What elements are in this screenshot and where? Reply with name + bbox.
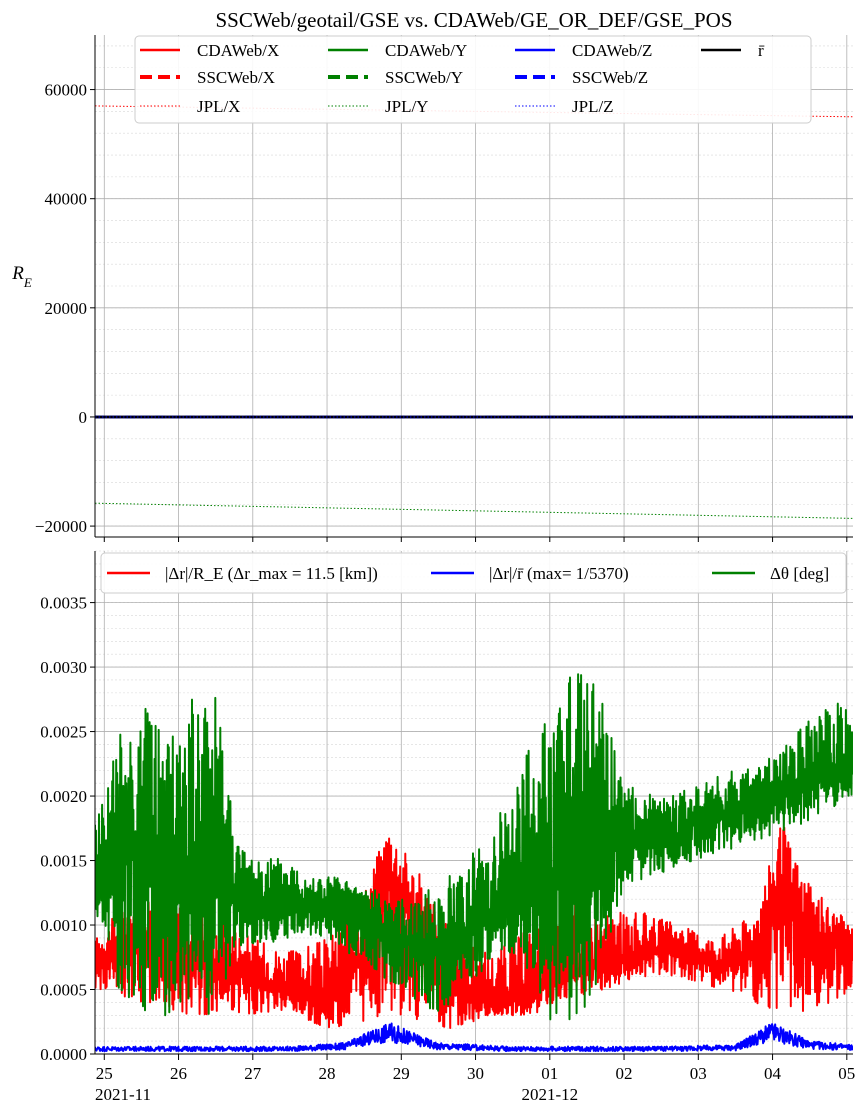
x-tick-label: 30 <box>467 1064 484 1083</box>
position-panel: −20000 0 20000 40000 60000 SSCWeb/geotail/GS… <box>11 8 853 542</box>
legend: |Δr|/R_E (Δr_max = 11.5 [km]) |Δr|/r̄ (ma… <box>100 552 847 594</box>
legend-label: CDAWeb/Y <box>385 41 467 60</box>
series-line <box>95 673 853 1021</box>
y-tick-label: 0.0000 <box>40 1045 87 1064</box>
x-tick-label: 04 <box>764 1064 782 1083</box>
y-axis-ticks: −20000 0 20000 40000 60000 <box>35 81 848 542</box>
chart-title: SSCWeb/geotail/GSE vs. CDAWeb/GE_OR_DEF/… <box>215 8 732 32</box>
y-tick-label: 40000 <box>45 190 88 209</box>
y-tick-label: 0.0010 <box>40 916 87 935</box>
x-tick-label: 25 <box>96 1064 113 1083</box>
legend-label: JPL/Z <box>572 97 614 116</box>
y-tick-label: 0.0020 <box>40 787 87 806</box>
series-lines <box>95 673 853 1053</box>
y-axis-label: RE <box>11 263 32 290</box>
y-tick-label: 0.0015 <box>40 852 87 871</box>
legend-label: SSCWeb/Y <box>385 68 463 87</box>
y-tick-label: 0 <box>79 408 88 427</box>
legend-label: CDAWeb/X <box>197 41 279 60</box>
x-month-label: 2021-11 <box>95 1085 151 1104</box>
legend-label: Δθ [deg] <box>770 564 829 583</box>
y-axis-ticks: 0.0000 0.0005 0.0010 0.0015 0.0020 0.0025 0.00… <box>40 594 95 1064</box>
x-axis-ticks: 25 26 27 28 29 30 01 02 03 04 05 2021-11 2021-12 <box>95 1054 855 1104</box>
legend-label: SSCWeb/Z <box>572 68 648 87</box>
legend-label: JPL/X <box>197 97 240 116</box>
y-tick-label: 0.0030 <box>40 658 87 677</box>
legend-box <box>134 35 812 124</box>
legend-label: |Δr|/R_E (Δr_max = 11.5 [km]) <box>165 564 378 583</box>
x-tick-label: 29 <box>393 1064 410 1083</box>
legend-label: |Δr|/r̄ (max= 1/5370) <box>489 564 629 583</box>
series-line <box>95 1022 853 1053</box>
error-panel: 0.0000 0.0005 0.0010 0.0015 0.0020 0.0025 0.00… <box>40 550 855 1104</box>
legend-label: CDAWeb/Z <box>572 41 652 60</box>
y-tick-label: 20000 <box>45 299 88 318</box>
y-tick-label: 0.0025 <box>40 723 87 742</box>
x-tick-label: 26 <box>170 1064 187 1083</box>
legend-label: SSCWeb/X <box>197 68 275 87</box>
x-month-label: 2021-12 <box>521 1085 578 1104</box>
series-line <box>95 502 853 519</box>
x-tick-label: 27 <box>244 1064 262 1083</box>
x-tick-label: 28 <box>319 1064 336 1083</box>
legend-label: r̄ <box>758 41 765 60</box>
y-tick-label: 0.0035 <box>40 594 87 613</box>
x-tick-label: 03 <box>690 1064 707 1083</box>
y-tick-label: 60000 <box>45 81 88 100</box>
legend-label: JPL/Y <box>385 97 428 116</box>
x-tick-label: 01 <box>541 1064 558 1083</box>
x-tick-label: 05 <box>838 1064 855 1083</box>
legend: CDAWeb/X SSCWeb/X JPL/X CDAWeb/Y SSCWeb/Y JPL… <box>134 35 812 124</box>
y-tick-label: 0.0005 <box>40 981 87 1000</box>
y-tick-label: −20000 <box>35 517 87 536</box>
x-tick-label: 02 <box>616 1064 633 1083</box>
